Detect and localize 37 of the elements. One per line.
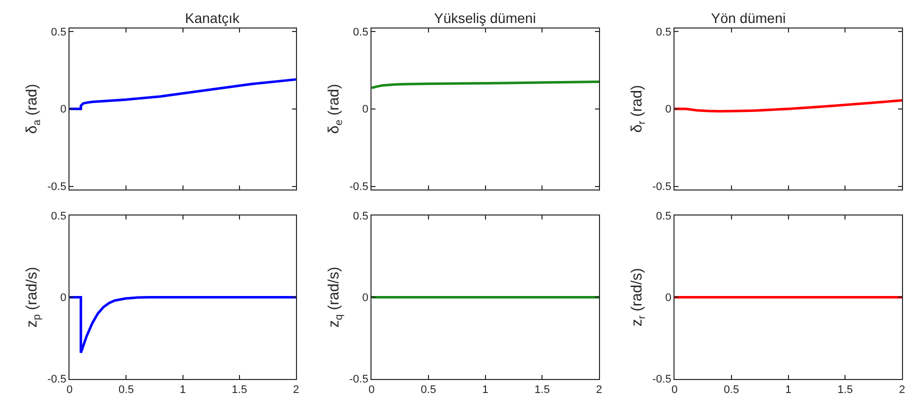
x-tick-label: 1.5 — [534, 384, 550, 396]
x-tick-label: 2 — [898, 384, 906, 396]
y-tick-label: 0 — [665, 104, 672, 116]
x-tick-label: 1 — [482, 384, 488, 396]
line-series — [70, 296, 296, 354]
y-tick-label: -0.5 — [47, 374, 66, 386]
y-tick-label: 0.5 — [353, 26, 368, 38]
x-tick-label: 0.5 — [724, 384, 740, 396]
y-tick-label: 0 — [60, 104, 66, 116]
line-series — [372, 80, 600, 90]
y-tick-label: 0 — [665, 292, 672, 304]
y-tick-label: -0.5 — [349, 374, 368, 386]
x-tick-label: 0.5 — [420, 384, 436, 396]
line-series — [70, 78, 296, 110]
y-tick-label: 0 — [60, 292, 66, 304]
y-tick-label: -0.5 — [652, 181, 672, 194]
y-tick-label: 0.5 — [353, 210, 368, 223]
y-tick-label: -0.5 — [47, 181, 66, 194]
y-tick-label: -0.5 — [652, 374, 672, 386]
y-tick-label: 0.5 — [51, 26, 66, 38]
line-series — [674, 99, 902, 112]
x-tick-label: 1.5 — [838, 384, 853, 396]
x-tick-label: 2 — [292, 384, 300, 396]
x-tick-label: 1.5 — [232, 384, 248, 396]
y-tick-label: -0.5 — [349, 181, 368, 194]
y-tick-label: 0.5 — [656, 210, 672, 223]
x-tick-label: 2 — [596, 384, 602, 396]
y-tick-label: 0.5 — [51, 210, 66, 223]
y-tick-label: 0.5 — [656, 26, 672, 38]
chart-title: Yön dümeni — [711, 10, 786, 26]
y-tick-label: 0 — [362, 104, 368, 116]
chart-title: Yükseliş dümeni — [434, 10, 536, 26]
x-tick-label: 1 — [785, 384, 792, 396]
chart-title: Kanatçık — [185, 10, 240, 26]
y-tick-label: 0 — [362, 292, 368, 304]
x-tick-label: 1 — [180, 384, 186, 396]
x-tick-label: 0.5 — [118, 384, 134, 396]
